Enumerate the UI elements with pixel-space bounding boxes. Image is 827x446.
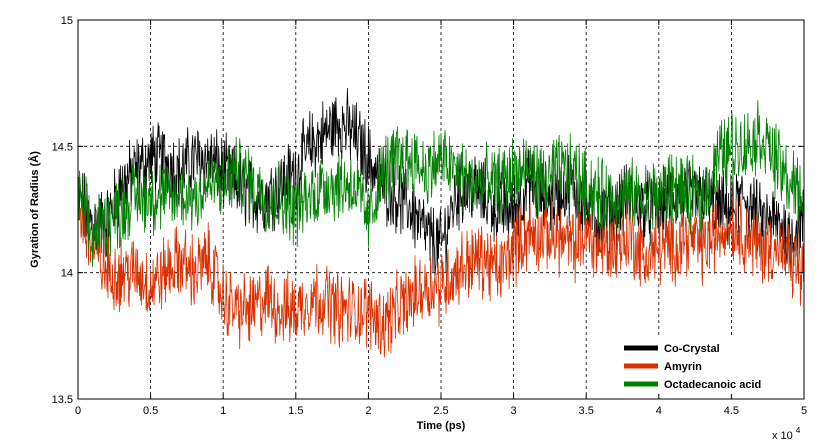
legend-label-2: Octadecanoic acid (664, 379, 761, 391)
x-tick-label: 4.5 (724, 405, 739, 417)
y-tick-label: 15 (61, 15, 73, 27)
x-tick-label: 0 (75, 405, 81, 417)
legend-label-1: Amyrin (664, 361, 702, 373)
y-tick-label: 14 (61, 268, 73, 280)
series-line-0 (77, 88, 805, 277)
y-axis-ticks: 13.5 14 14.5 15 (52, 15, 804, 406)
x-tick-label: 1.5 (288, 405, 303, 417)
y-tick-label: 13.5 (52, 394, 73, 406)
series-layer (77, 88, 805, 358)
x-tick-label: 3 (511, 405, 517, 417)
series-line-2 (77, 100, 805, 268)
x-tick-label: 1 (220, 405, 226, 417)
x-axis-label: Time (ps) (417, 420, 466, 432)
x-tick-label: 0.5 (143, 405, 158, 417)
legend: Co-Crystal Amyrin Octadecanoic acid (618, 338, 798, 394)
x-axis-multiplier-base: x 10 (772, 430, 793, 442)
legend-label-0: Co-Crystal (664, 343, 720, 355)
x-axis-ticks: 0 0.5 1 1.5 2 2.5 3 3.5 4 4.5 5 (75, 20, 807, 417)
series-line-1 (77, 194, 805, 358)
x-tick-label: 2 (365, 405, 371, 417)
x-tick-label: 3.5 (579, 405, 594, 417)
y-axis-label: Gyration of Radius (Å) (28, 151, 41, 268)
x-tick-label: 4 (656, 405, 662, 417)
x-axis-multiplier-exponent: 4 (796, 426, 801, 435)
y-tick-label: 14.5 (52, 141, 73, 153)
x-tick-label: 5 (801, 405, 807, 417)
x-tick-label: 2.5 (433, 405, 448, 417)
x-axis-multiplier: x 10 4 (772, 426, 801, 442)
